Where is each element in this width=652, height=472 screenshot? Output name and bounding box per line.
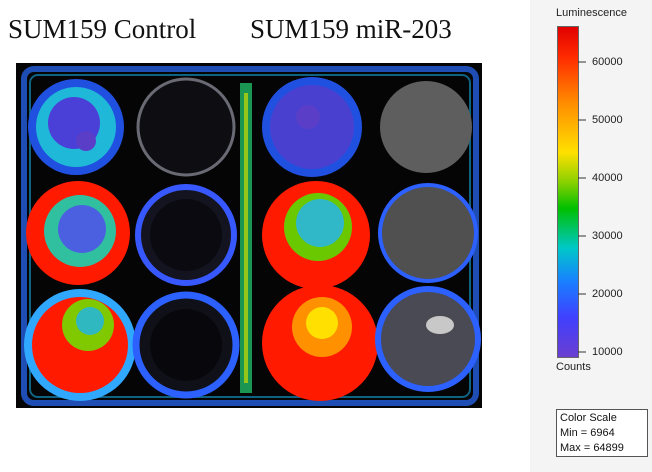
color-scale-panel (530, 0, 652, 472)
tick-label-40000: 40000 (592, 172, 623, 184)
color-scale-bar (557, 26, 579, 358)
figure-titles: SUM159 Control SUM159 miR-203 (0, 14, 520, 54)
well-c4-r1 (380, 81, 472, 173)
well-c4-r3 (375, 286, 481, 392)
well-c2-r2 (135, 184, 237, 286)
control-label: SUM159 Control (8, 14, 197, 44)
well-c3-r1 (262, 77, 362, 177)
luminescence-plate-image (16, 63, 482, 408)
well-c3-r3 (262, 285, 378, 401)
tick-label-50000: 50000 (592, 114, 623, 126)
tick-label-10000: 10000 (592, 346, 623, 358)
scale-title: Luminescence (556, 7, 627, 19)
color-scale-min: Min = 6964 (560, 427, 615, 439)
well-c4-r2 (378, 183, 478, 283)
color-scale-title: Color Scale (560, 412, 617, 424)
well-c1-r3 (24, 289, 136, 401)
mir203-label: SUM159 miR-203 (250, 14, 452, 44)
tick-label-20000: 20000 (592, 288, 623, 300)
tick-label-60000: 60000 (592, 56, 623, 68)
well-c1-r2 (26, 181, 130, 285)
well-c2-r3 (132, 291, 240, 399)
color-scale-box: Color Scale Min = 6964 Max = 64899 (556, 409, 648, 457)
tick-label-30000: 30000 (592, 230, 623, 242)
plate-heatmap (16, 63, 482, 408)
scale-units: Counts (556, 361, 591, 373)
well-c3-r2 (262, 181, 370, 289)
well-c1-r1 (28, 79, 124, 175)
color-scale-max: Max = 64899 (560, 442, 624, 454)
well-c2-r1 (136, 77, 236, 177)
